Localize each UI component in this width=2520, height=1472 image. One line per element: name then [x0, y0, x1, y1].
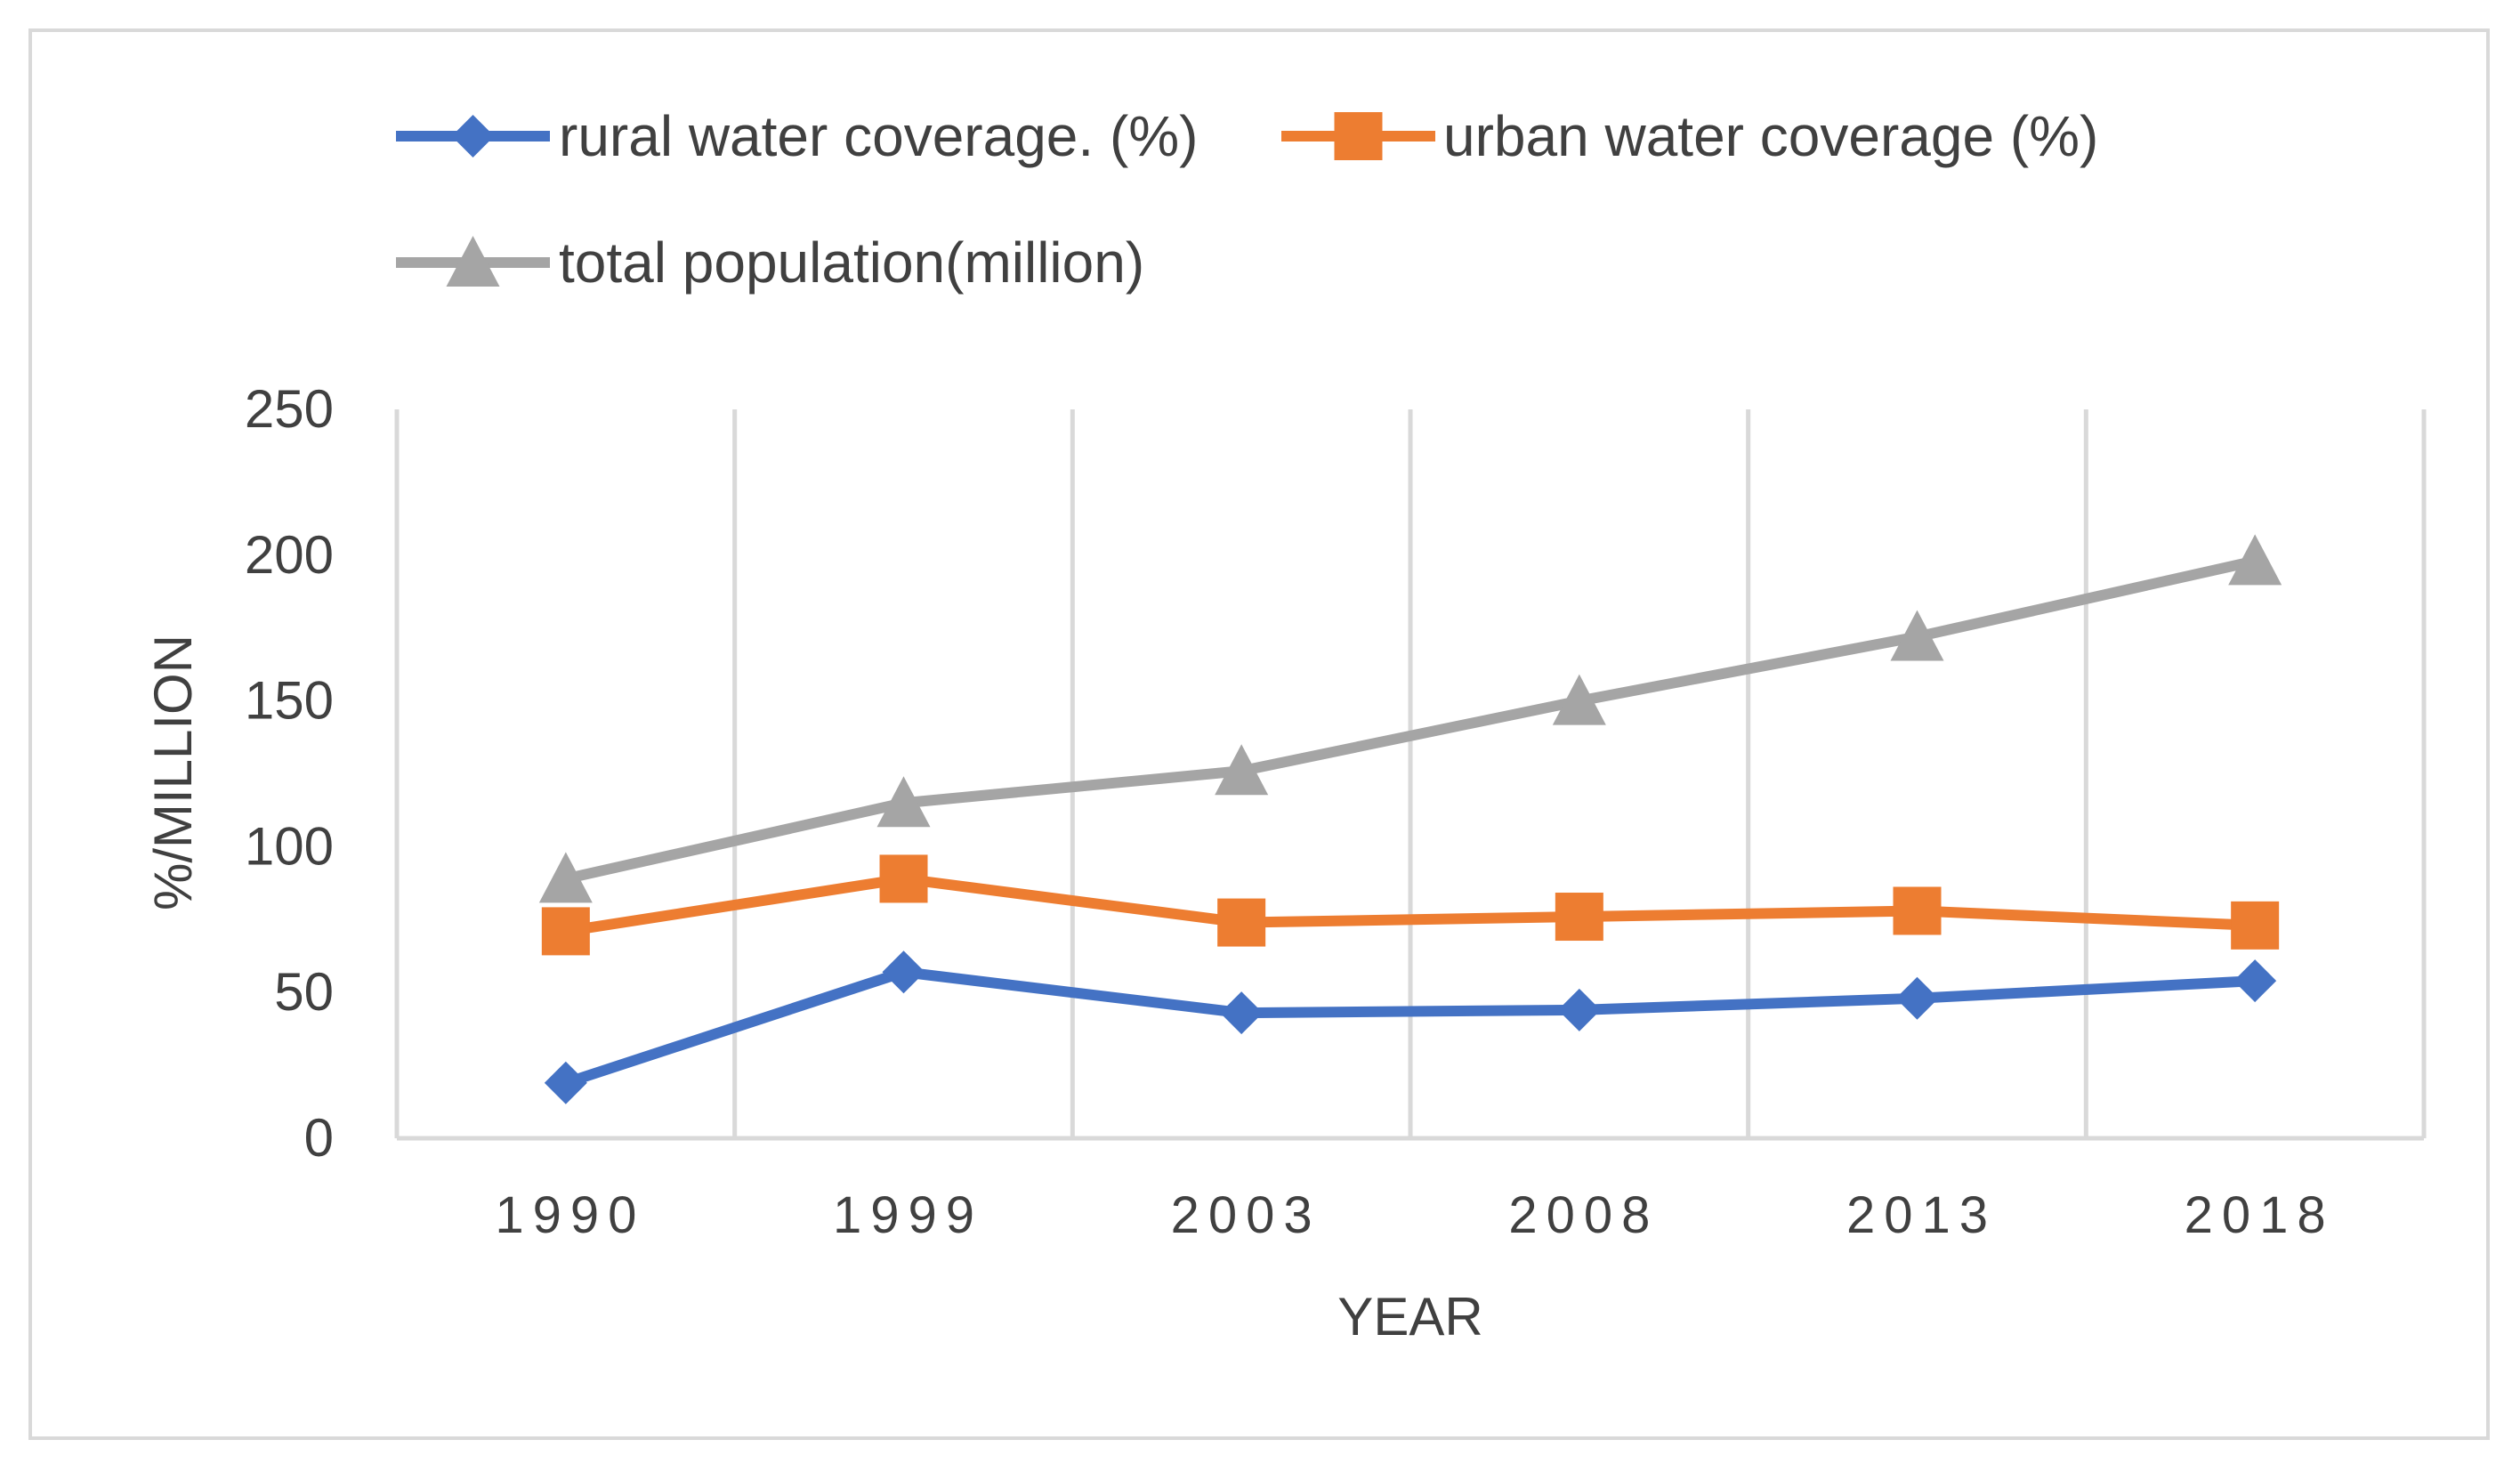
y-tick-label: 100	[245, 816, 334, 876]
series-line-2	[560, 555, 2261, 885]
legend-marker-shape	[446, 236, 500, 287]
data-point-marker	[1557, 988, 1601, 1031]
data-point-marker	[1215, 744, 1269, 796]
data-point-marker	[876, 776, 931, 828]
x-tick-label: 2003	[1171, 1186, 1321, 1244]
x-tick-label: 2013	[1846, 1186, 1997, 1244]
legend-label-population: total population(million)	[559, 231, 1144, 295]
x-axis-title: YEAR	[1337, 1287, 1482, 1347]
gridlines	[394, 409, 2427, 1138]
legend-entry-rural: rural water coverage. (%)	[396, 104, 1198, 168]
y-tick-label: 250	[245, 379, 334, 439]
data-point-marker	[1220, 991, 1264, 1035]
data-point-marker	[1895, 976, 1939, 1020]
data-point-marker	[544, 1061, 587, 1104]
series-0	[544, 950, 2277, 1104]
data-point-marker	[1217, 898, 1266, 947]
data-point-marker	[541, 907, 590, 956]
legend-marker-population	[446, 236, 500, 287]
legend-marker-shape	[451, 115, 495, 158]
data-point-marker	[1552, 674, 1606, 725]
series-line-0	[560, 967, 2261, 1088]
data-point-marker	[2228, 534, 2282, 586]
data-point-marker	[882, 950, 925, 994]
legend: rural water coverage. (%) urban water co…	[396, 104, 2098, 295]
x-tick-label: 2018	[2185, 1186, 2335, 1244]
y-tick-label: 0	[304, 1108, 334, 1168]
data-point-marker	[879, 854, 928, 903]
series-2	[538, 534, 2282, 903]
data-point-marker	[1555, 893, 1603, 942]
data-point-marker	[2231, 901, 2280, 950]
x-tick-label: 2008	[1508, 1186, 1659, 1244]
legend-marker-rural	[451, 115, 495, 158]
x-tick-label: 1990	[495, 1186, 645, 1244]
y-tick-label: 150	[245, 671, 334, 731]
data-point-marker	[2233, 959, 2277, 1003]
series-1	[541, 854, 2280, 956]
series	[538, 534, 2282, 1104]
series-line-1	[560, 873, 2261, 937]
y-tick-label: 50	[274, 962, 334, 1022]
legend-entry-population: total population(million)	[396, 231, 1144, 295]
x-tick-label: 1999	[833, 1186, 983, 1244]
data-point-marker	[538, 852, 593, 903]
legend-entry-urban: urban water coverage (%)	[1281, 104, 2098, 168]
legend-marker-urban	[1334, 112, 1383, 160]
data-point-marker	[1890, 610, 1944, 661]
y-tick-label: 200	[245, 525, 334, 585]
data-point-marker	[1893, 886, 1942, 935]
y-axis-title: %/MILLION	[143, 635, 203, 910]
legend-label-urban: urban water coverage (%)	[1443, 104, 2098, 168]
axes: 0 50 100 150 200 250 1990 1999 2003 2008 2013 2018	[245, 379, 2424, 1244]
legend-marker-shape	[1334, 112, 1383, 160]
legend-label-rural: rural water coverage. (%)	[559, 104, 1198, 168]
